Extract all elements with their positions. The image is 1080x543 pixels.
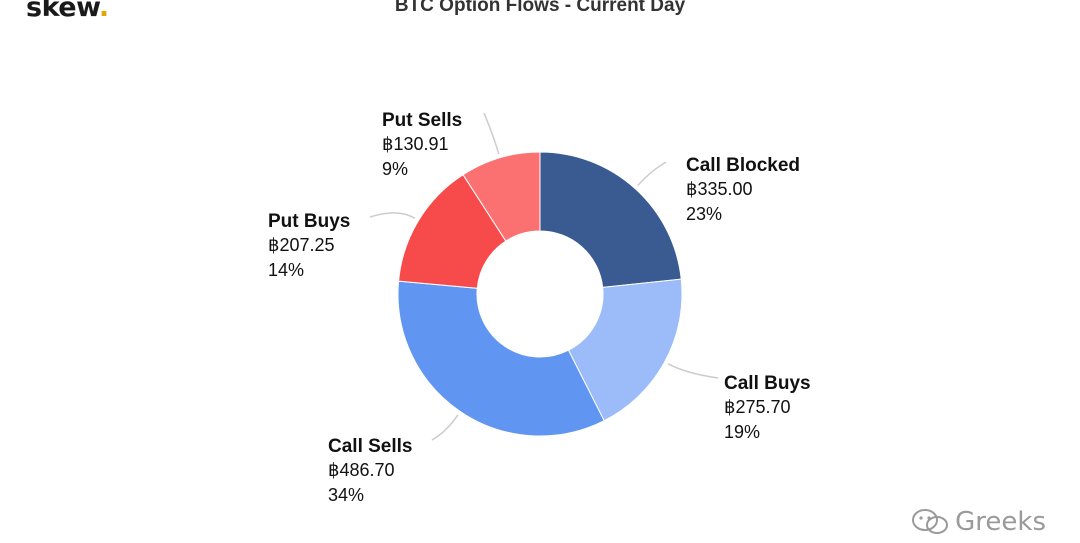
slice-label-pct: 9% — [382, 159, 408, 179]
slice-label-value: ฿486.70 — [328, 460, 395, 480]
slice-label-name: Call Buys — [724, 373, 811, 394]
slice-label-name: Call Blocked — [686, 155, 800, 176]
slice-label-value: ฿207.25 — [268, 235, 335, 255]
slice-label-name: Put Sells — [382, 110, 462, 131]
slice-label-pct: 23% — [686, 204, 722, 224]
slice-label-pct: 34% — [328, 485, 364, 505]
chart-title: BTC Option Flows - Current Day — [394, 0, 686, 16]
slice-call-sells — [397, 280, 605, 437]
leader-line — [369, 212, 416, 220]
slice-label-value: ฿335.00 — [686, 179, 753, 199]
slice-label-pct: 14% — [268, 260, 304, 280]
slice-put-sells — [462, 151, 541, 242]
slice-label-name: Call Sells — [328, 436, 413, 457]
leader-line — [431, 414, 459, 441]
watermark-text: Greeks — [955, 507, 1046, 537]
leader-line — [667, 363, 719, 379]
slice-call-buys — [567, 278, 683, 422]
wechat-icon — [912, 509, 949, 534]
slice-call-blocked — [539, 151, 682, 288]
watermark: Greeks — [911, 507, 1046, 537]
slice-label-pct: 19% — [724, 422, 760, 442]
slice-label-value: ฿275.70 — [724, 397, 791, 417]
slice-label-value: ฿130.91 — [382, 134, 449, 154]
leader-line — [637, 161, 667, 187]
slice-label-name: Put Buys — [268, 211, 350, 232]
skew-logo: skew. — [26, 0, 109, 23]
leader-line — [483, 112, 500, 155]
